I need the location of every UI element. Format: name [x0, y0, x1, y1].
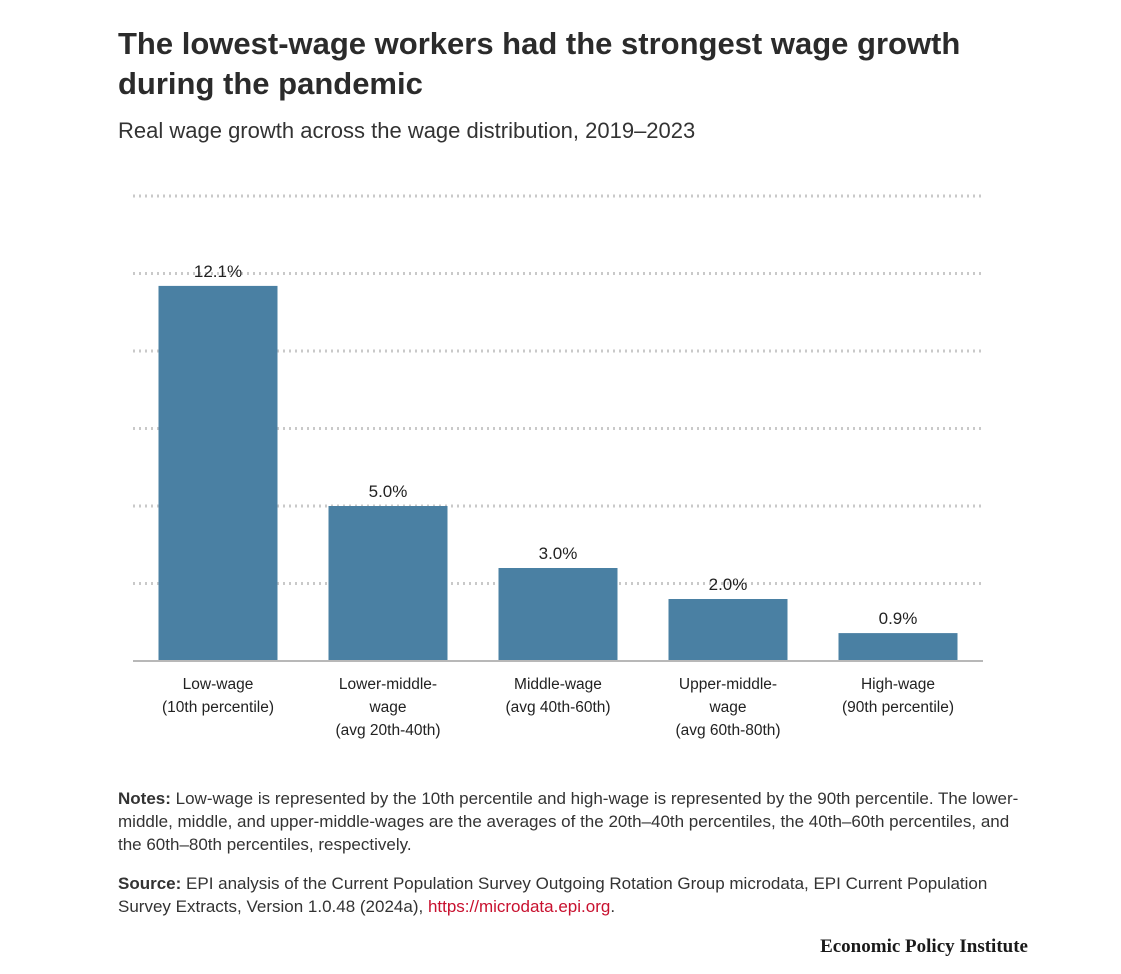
bar-chart: 12.1% Low-wage (10th percentile) 5.0% Lower-…	[133, 194, 983, 739]
bar-3	[668, 599, 788, 661]
category-label-1-1: wage	[368, 699, 406, 716]
category-label-2-1: (avg 40th-60th)	[505, 699, 610, 716]
category-label-0-0: Low-wage	[183, 676, 254, 693]
data-label-3: 2.0%	[709, 575, 748, 594]
source-text: EPI analysis of the Current Population S…	[118, 874, 988, 916]
category-label-4-0: High-wage	[861, 676, 935, 693]
category-label-4-1: (90th percentile)	[842, 699, 954, 716]
category-label-3-1: wage	[708, 699, 746, 716]
bar-0	[158, 285, 278, 661]
category-label-2-0: Middle-wage	[514, 676, 602, 693]
data-label-0: 12.1%	[194, 262, 242, 281]
category-label-3-0: Upper-middle-	[679, 676, 777, 693]
bar-2	[498, 568, 618, 661]
category-label-0-1: (10th percentile)	[162, 699, 274, 716]
notes: Notes: Low-wage is represented by the 10…	[118, 787, 1028, 856]
source: Source: EPI analysis of the Current Popu…	[118, 872, 1028, 918]
category-label-1-0: Lower-middle-	[339, 676, 437, 693]
bar-1	[328, 506, 448, 661]
chart-subtitle: Real wage growth across the wage distrib…	[118, 118, 696, 143]
source-end: .	[610, 897, 616, 916]
source-label: Source:	[118, 874, 182, 893]
category-label-1-2: (avg 20th-40th)	[335, 722, 440, 739]
chart-title: The lowest-wage workers had the stronges…	[118, 26, 961, 101]
data-label-2: 3.0%	[539, 544, 578, 563]
data-label-4: 0.9%	[879, 609, 918, 628]
notes-label: Notes:	[118, 789, 171, 808]
source-link[interactable]: https://microdata.epi.org	[427, 897, 611, 916]
data-label-1: 5.0%	[369, 482, 408, 501]
epi-brand-logo: Economic Policy Institute	[820, 936, 1028, 957]
notes-text: Low-wage is represented by the 10th perc…	[118, 789, 1019, 854]
bar-4	[838, 633, 958, 661]
category-label-3-2: (avg 60th-80th)	[675, 722, 780, 739]
